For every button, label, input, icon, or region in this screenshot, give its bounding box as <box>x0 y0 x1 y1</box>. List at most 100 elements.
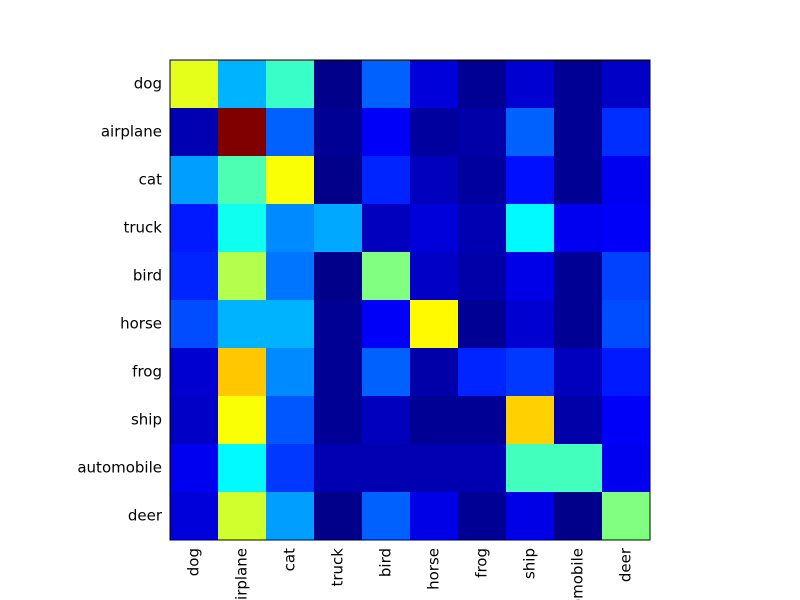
heatmap-cell <box>266 204 315 253</box>
heatmap-cell <box>362 348 411 397</box>
heatmap-cell <box>362 300 411 349</box>
x-tick-label: dog <box>185 548 203 576</box>
heatmap-cell <box>218 156 267 205</box>
y-tick-label: cat <box>139 171 162 189</box>
heatmap-cell <box>410 444 459 493</box>
heatmap-cell <box>506 204 555 253</box>
heatmap-cell <box>554 444 603 493</box>
y-tick-label: deer <box>128 507 163 525</box>
heatmap-cell <box>554 396 603 445</box>
heatmap-cell <box>602 444 651 493</box>
heatmap-cell <box>458 108 507 157</box>
heatmap-cell <box>602 156 651 205</box>
heatmap-cell <box>362 252 411 301</box>
heatmap-cell <box>266 396 315 445</box>
heatmap-cell <box>602 396 651 445</box>
heatmap-cell <box>506 444 555 493</box>
y-tick-label: automobile <box>77 459 162 477</box>
x-tick-label: automobile <box>569 548 587 600</box>
heatmap-cell <box>506 348 555 397</box>
heatmap-cell <box>362 60 411 109</box>
heatmap-cell <box>170 204 219 253</box>
heatmap-cell <box>218 492 267 541</box>
x-tick-label: airplane <box>233 548 251 600</box>
heatmap-cell <box>602 300 651 349</box>
plot-frame <box>169 59 651 541</box>
heatmap-cell <box>458 156 507 205</box>
heatmap-cell <box>170 300 219 349</box>
heatmap-cell <box>458 444 507 493</box>
heatmap-cell <box>458 348 507 397</box>
heatmap-cell <box>554 60 603 109</box>
heatmap-cell <box>410 492 459 541</box>
heatmap-cell <box>170 444 219 493</box>
heatmap-cell <box>266 348 315 397</box>
heatmap-cell <box>506 300 555 349</box>
heatmap-cell <box>506 492 555 541</box>
heatmap-cell <box>602 492 651 541</box>
heatmap-cell <box>170 492 219 541</box>
x-tick-label: ship <box>521 548 539 579</box>
heatmap-cell <box>458 252 507 301</box>
y-tick-label: truck <box>124 219 163 237</box>
heatmap-cell <box>554 492 603 541</box>
heatmap-cell <box>410 204 459 253</box>
heatmap-cell <box>410 348 459 397</box>
heatmap-cell <box>362 492 411 541</box>
heatmap-cell <box>410 252 459 301</box>
heatmap-cell <box>170 252 219 301</box>
heatmap-cell <box>218 300 267 349</box>
heatmap-cell <box>602 348 651 397</box>
heatmap-cell <box>410 60 459 109</box>
heatmap-cell <box>458 204 507 253</box>
heatmap-cell <box>314 108 363 157</box>
heatmap-cell <box>362 204 411 253</box>
heatmap-cell <box>410 396 459 445</box>
heatmap-cell <box>554 252 603 301</box>
heatmap-cell <box>506 396 555 445</box>
heatmap-cell <box>170 60 219 109</box>
heatmap-cell <box>362 156 411 205</box>
heatmap-cell <box>554 348 603 397</box>
heatmap-cell <box>218 444 267 493</box>
heatmap-cell <box>218 396 267 445</box>
heatmap-cell <box>266 252 315 301</box>
heatmap-cell <box>602 60 651 109</box>
heatmap-cell <box>218 348 267 397</box>
heatmap-cell <box>314 156 363 205</box>
heatmap-cell <box>410 300 459 349</box>
heatmap-cell <box>506 108 555 157</box>
y-tick-label: horse <box>120 315 162 333</box>
heatmap-cell <box>266 300 315 349</box>
heatmap-cell <box>362 396 411 445</box>
heatmap-cell <box>506 252 555 301</box>
y-tick-label: frog <box>132 363 162 381</box>
heatmap-cell <box>314 204 363 253</box>
heatmap-cell <box>314 444 363 493</box>
heatmap-cell <box>314 60 363 109</box>
x-tick-label: horse <box>425 548 443 590</box>
heatmap-cell <box>314 396 363 445</box>
x-tick-label: bird <box>377 548 395 577</box>
heatmap-cell <box>506 156 555 205</box>
heatmap-cell <box>170 156 219 205</box>
heatmap-cell <box>506 60 555 109</box>
heatmap-cell <box>458 492 507 541</box>
heatmap-cell <box>362 108 411 157</box>
heatmap-cell <box>266 156 315 205</box>
heatmap-cell <box>554 156 603 205</box>
heatmap-cell <box>458 396 507 445</box>
x-tick-label: cat <box>281 548 299 571</box>
heatmap-cell <box>314 300 363 349</box>
heatmap-cell <box>218 108 267 157</box>
heatmap-cell <box>170 108 219 157</box>
heatmap-cell <box>266 444 315 493</box>
heatmap-cell <box>410 156 459 205</box>
heatmap-cell <box>314 348 363 397</box>
heatmap-cell <box>410 108 459 157</box>
y-tick-label: ship <box>131 411 162 429</box>
heatmap-cell <box>266 108 315 157</box>
heatmap-cell <box>458 60 507 109</box>
heatmap-cell <box>266 60 315 109</box>
